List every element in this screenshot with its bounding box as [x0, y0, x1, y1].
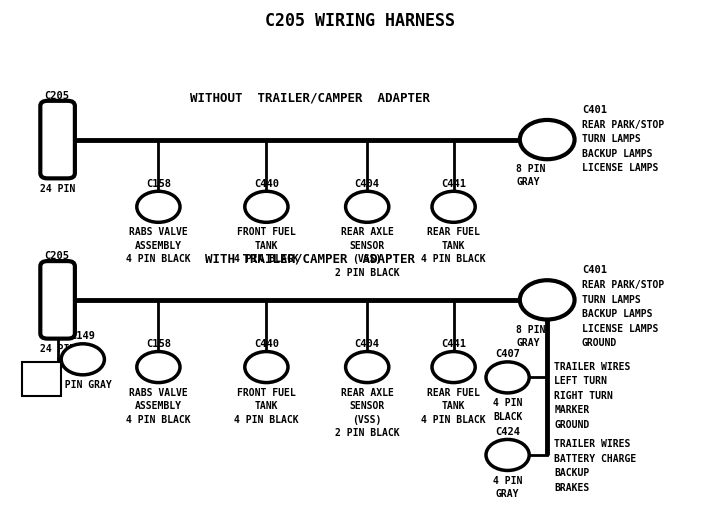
Text: C158: C158	[146, 339, 171, 349]
Text: C401: C401	[582, 265, 607, 275]
Text: (VSS): (VSS)	[353, 415, 382, 424]
Text: BACKUP LAMPS: BACKUP LAMPS	[582, 309, 652, 319]
Circle shape	[245, 191, 288, 222]
Text: FRONT FUEL: FRONT FUEL	[237, 388, 296, 398]
Text: TRAILER WIRES: TRAILER WIRES	[554, 362, 631, 372]
Text: GROUND: GROUND	[582, 338, 617, 348]
Text: RABS VALVE: RABS VALVE	[129, 388, 188, 398]
FancyBboxPatch shape	[40, 261, 75, 339]
Text: REAR FUEL: REAR FUEL	[427, 227, 480, 237]
Circle shape	[137, 352, 180, 383]
Text: BACKUP LAMPS: BACKUP LAMPS	[582, 149, 652, 159]
Text: 2 PIN BLACK: 2 PIN BLACK	[335, 428, 400, 438]
Text: C440: C440	[254, 179, 279, 189]
Circle shape	[61, 344, 104, 375]
Circle shape	[346, 352, 389, 383]
Circle shape	[432, 191, 475, 222]
Text: TRAILER
RELAY
BOX: TRAILER RELAY BOX	[24, 363, 59, 393]
Text: C401: C401	[582, 105, 607, 115]
Text: SENSOR: SENSOR	[350, 241, 384, 251]
Circle shape	[245, 352, 288, 383]
Text: TANK: TANK	[442, 401, 465, 411]
Text: REAR AXLE: REAR AXLE	[341, 227, 394, 237]
Text: TURN LAMPS: TURN LAMPS	[582, 295, 641, 305]
Text: RIGHT TURN: RIGHT TURN	[554, 391, 613, 401]
Text: FRONT FUEL: FRONT FUEL	[237, 227, 296, 237]
Text: 4 PIN BLACK: 4 PIN BLACK	[421, 415, 486, 424]
Text: C441: C441	[441, 339, 466, 349]
Text: ASSEMBLY: ASSEMBLY	[135, 401, 182, 411]
Text: REAR AXLE: REAR AXLE	[341, 388, 394, 398]
Text: C404: C404	[355, 339, 379, 349]
Text: 4 PIN GRAY: 4 PIN GRAY	[53, 380, 112, 390]
Circle shape	[520, 120, 575, 159]
Circle shape	[432, 352, 475, 383]
Circle shape	[520, 280, 575, 320]
Text: C424: C424	[495, 427, 520, 437]
Text: 4 PIN BLACK: 4 PIN BLACK	[126, 254, 191, 264]
FancyBboxPatch shape	[22, 362, 61, 396]
Text: 24 PIN: 24 PIN	[40, 344, 75, 354]
Text: 4 PIN: 4 PIN	[493, 476, 522, 485]
Text: TANK: TANK	[442, 241, 465, 251]
Text: C158: C158	[146, 179, 171, 189]
Text: 2 PIN BLACK: 2 PIN BLACK	[335, 268, 400, 278]
Text: 4 PIN: 4 PIN	[493, 398, 522, 408]
Circle shape	[137, 191, 180, 222]
Text: C205 WIRING HARNESS: C205 WIRING HARNESS	[265, 12, 455, 29]
Text: RABS VALVE: RABS VALVE	[129, 227, 188, 237]
Text: C407: C407	[495, 349, 520, 359]
Text: (VSS): (VSS)	[353, 254, 382, 264]
Text: 4 PIN BLACK: 4 PIN BLACK	[234, 254, 299, 264]
Text: 8 PIN: 8 PIN	[516, 164, 546, 174]
Text: C440: C440	[254, 339, 279, 349]
FancyBboxPatch shape	[40, 101, 75, 178]
Text: WITH TRAILER/CAMPER  ADAPTER: WITH TRAILER/CAMPER ADAPTER	[204, 252, 415, 265]
Circle shape	[486, 362, 529, 393]
Text: LICENSE LAMPS: LICENSE LAMPS	[582, 324, 658, 333]
Text: GRAY: GRAY	[516, 338, 540, 347]
Text: BACKUP: BACKUP	[554, 468, 590, 478]
Text: GROUND: GROUND	[554, 420, 590, 430]
Text: REAR PARK/STOP: REAR PARK/STOP	[582, 120, 664, 130]
Text: 4 PIN BLACK: 4 PIN BLACK	[234, 415, 299, 424]
Text: C205: C205	[44, 91, 69, 101]
Text: 8 PIN: 8 PIN	[516, 325, 546, 334]
Text: TRAILER WIRES: TRAILER WIRES	[554, 439, 631, 449]
Text: 4 PIN BLACK: 4 PIN BLACK	[126, 415, 191, 424]
Text: TANK: TANK	[255, 241, 278, 251]
Text: GRAY: GRAY	[516, 177, 540, 187]
Circle shape	[486, 439, 529, 470]
Text: GRAY: GRAY	[496, 489, 519, 499]
Text: BLACK: BLACK	[493, 412, 522, 421]
Text: REAR FUEL: REAR FUEL	[427, 388, 480, 398]
Text: C149: C149	[71, 331, 95, 341]
Text: C205: C205	[44, 251, 69, 261]
Text: SENSOR: SENSOR	[350, 401, 384, 411]
Text: LICENSE LAMPS: LICENSE LAMPS	[582, 163, 658, 173]
Text: 4 PIN BLACK: 4 PIN BLACK	[421, 254, 486, 264]
Text: 24 PIN: 24 PIN	[40, 184, 75, 193]
Text: MARKER: MARKER	[554, 405, 590, 415]
Text: WITHOUT  TRAILER/CAMPER  ADAPTER: WITHOUT TRAILER/CAMPER ADAPTER	[189, 92, 430, 105]
Text: LEFT TURN: LEFT TURN	[554, 376, 607, 386]
Text: ASSEMBLY: ASSEMBLY	[135, 241, 182, 251]
Text: BRAKES: BRAKES	[554, 483, 590, 493]
Text: C441: C441	[441, 179, 466, 189]
Text: TURN LAMPS: TURN LAMPS	[582, 134, 641, 144]
Text: C404: C404	[355, 179, 379, 189]
Text: TANK: TANK	[255, 401, 278, 411]
Text: REAR PARK/STOP: REAR PARK/STOP	[582, 280, 664, 290]
Circle shape	[346, 191, 389, 222]
Text: BATTERY CHARGE: BATTERY CHARGE	[554, 454, 636, 464]
